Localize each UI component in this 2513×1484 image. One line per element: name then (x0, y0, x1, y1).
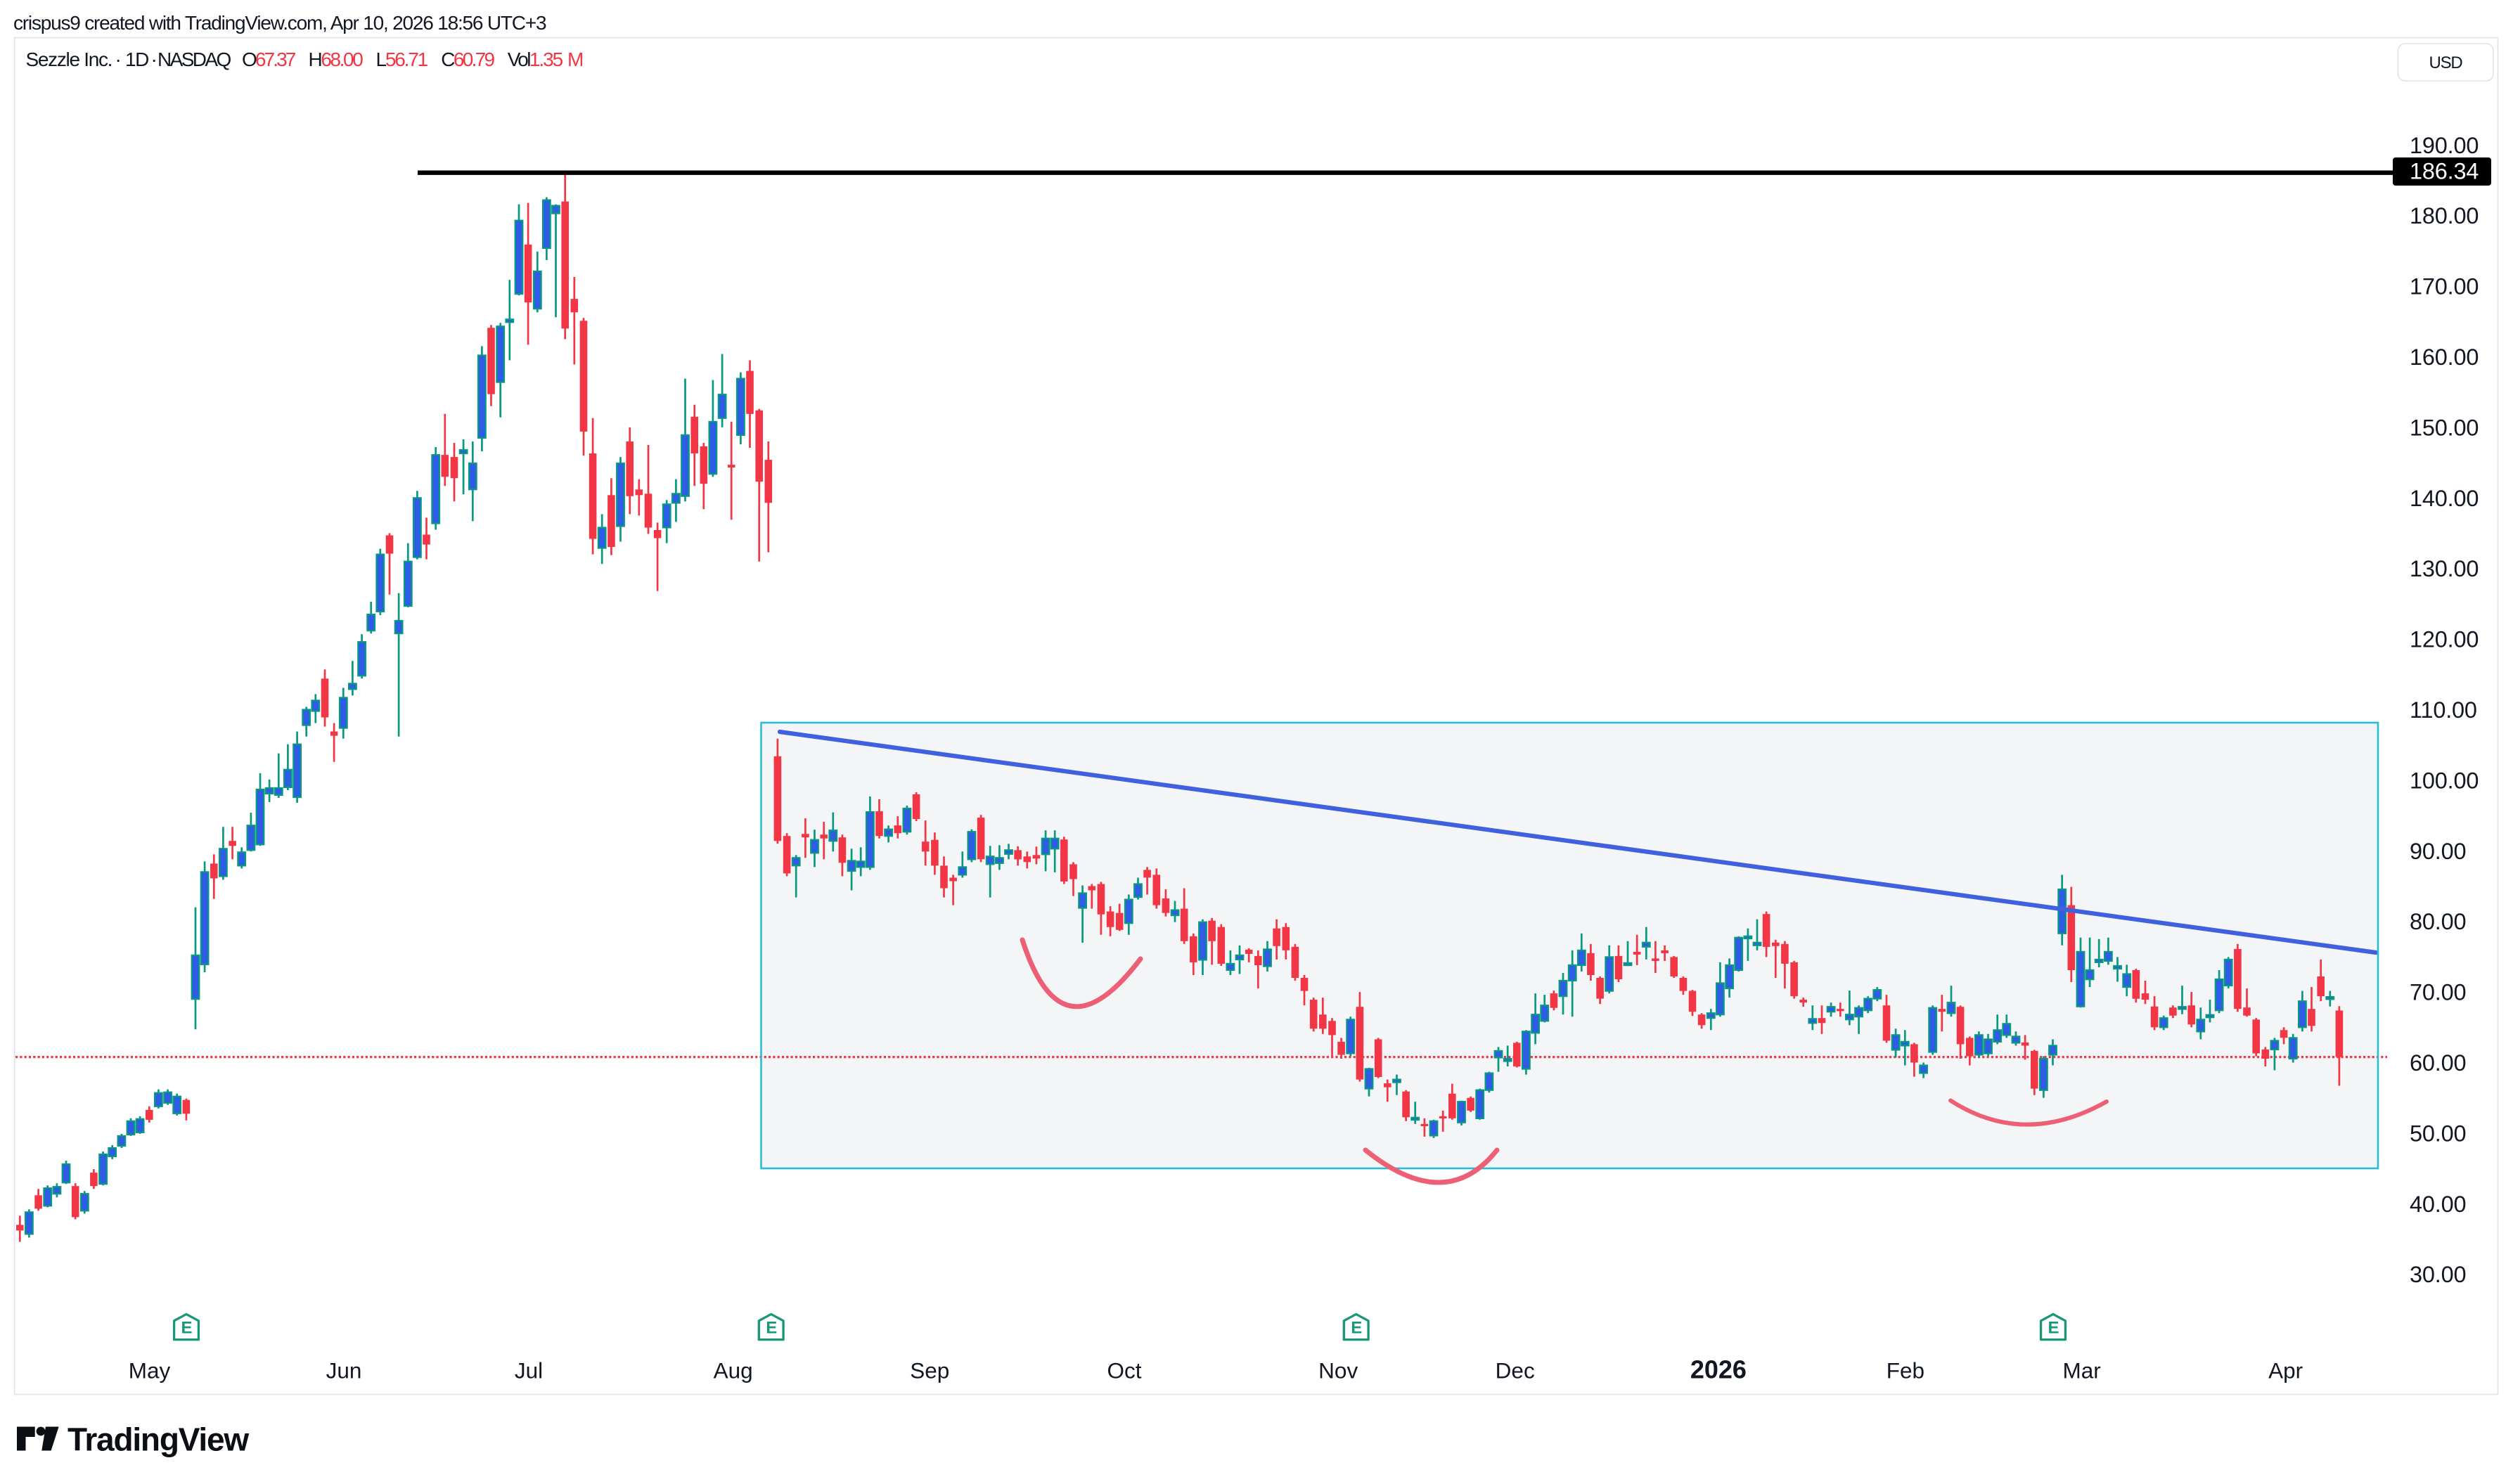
svg-text:May: May (129, 1358, 171, 1383)
svg-text:USD: USD (2429, 53, 2462, 72)
svg-text:E: E (1351, 1318, 1362, 1337)
svg-text:160.00: 160.00 (2410, 344, 2479, 370)
svg-text:Nov: Nov (1318, 1358, 1358, 1383)
svg-text:100.00: 100.00 (2410, 768, 2479, 793)
svg-text:90.00: 90.00 (2410, 839, 2466, 864)
svg-text:186.34: 186.34 (2410, 159, 2479, 184)
svg-text:Oct: Oct (1107, 1358, 1141, 1383)
svg-text:140.00: 140.00 (2410, 486, 2479, 511)
svg-text:Dec: Dec (1496, 1358, 1535, 1383)
svg-text:Aug: Aug (714, 1358, 753, 1383)
svg-text:110.00: 110.00 (2410, 697, 2477, 723)
svg-text:2026: 2026 (1690, 1355, 1747, 1384)
svg-text:crispus9 created with TradingV: crispus9 created with TradingView.com, A… (13, 12, 546, 34)
svg-text:50.00: 50.00 (2410, 1121, 2466, 1146)
svg-text:80.00: 80.00 (2410, 909, 2466, 934)
svg-text:70.00: 70.00 (2410, 980, 2466, 1005)
svg-text:E: E (181, 1318, 192, 1337)
svg-text:40.00: 40.00 (2410, 1192, 2466, 1217)
svg-text:60.00: 60.00 (2410, 1050, 2466, 1076)
svg-text:30.00: 30.00 (2410, 1262, 2466, 1287)
svg-text:Jul: Jul (515, 1358, 543, 1383)
svg-text:150.00: 150.00 (2410, 415, 2479, 440)
svg-text:190.00: 190.00 (2410, 133, 2479, 158)
svg-text:Mar: Mar (2062, 1358, 2100, 1383)
svg-text:120.00: 120.00 (2410, 627, 2479, 652)
svg-text:Apr: Apr (2268, 1358, 2303, 1383)
svg-text:Feb: Feb (1887, 1358, 1924, 1383)
svg-text:170.00: 170.00 (2410, 274, 2479, 299)
svg-text:180.00: 180.00 (2410, 203, 2479, 228)
svg-text:TradingView: TradingView (68, 1421, 249, 1458)
svg-text:E: E (766, 1318, 777, 1337)
svg-text:Sep: Sep (910, 1358, 949, 1383)
svg-text:Jun: Jun (326, 1358, 362, 1383)
svg-text:E: E (2048, 1318, 2059, 1337)
svg-text:130.00: 130.00 (2410, 556, 2479, 581)
